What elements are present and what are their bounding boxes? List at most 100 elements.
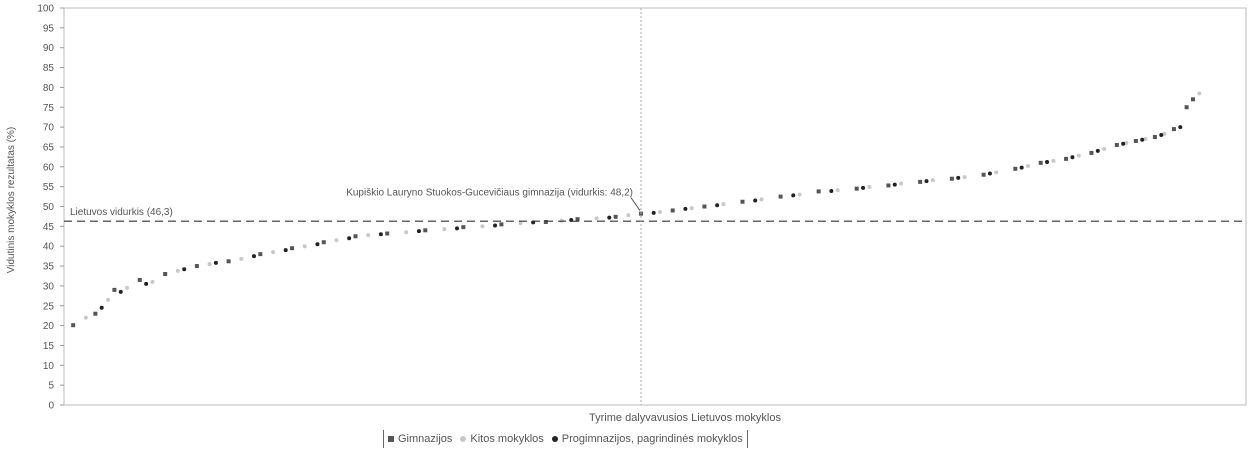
point-series-1 [797,192,802,197]
point-series-2 [1070,155,1075,160]
point-series-2 [1095,148,1100,153]
point-series-1 [759,197,764,202]
y-tick-label: 30 [43,281,55,292]
point-series-2 [924,179,929,184]
point-series-1 [518,221,523,226]
point-series-0 [918,179,923,184]
point-series-2 [455,226,460,231]
point-series-0 [816,189,821,194]
point-series-2 [118,289,123,294]
point-series-0 [71,323,76,328]
point-series-2 [1045,160,1050,165]
point-series-0 [575,217,580,222]
point-series-0 [194,264,199,269]
y-tick-label: 50 [43,202,55,213]
y-tick-label: 75 [43,103,55,114]
point-series-1 [106,297,111,302]
point-series-0 [1089,150,1094,155]
point-series-0 [385,231,390,236]
point-series-0 [423,228,428,233]
highlight-label: Kupiškio Lauryno Stuokos-Gucevičiaus gim… [346,188,633,199]
point-series-1 [334,238,339,243]
point-series-1 [994,170,999,175]
point-series-1 [404,230,409,235]
legend-label-kitos: Kitos mokyklos [470,433,544,445]
point-series-2 [1121,141,1126,146]
point-series-2 [416,229,421,234]
point-series-0 [854,186,859,191]
y-tick-label: 90 [43,43,55,54]
point-series-0 [981,172,986,177]
x-axis-label: Tyrime dalyvavusios Lietuvos mokyklos [589,412,781,424]
point-series-1 [125,285,130,290]
legend-label-gimnazijos: Gimnazijos [398,433,453,445]
legend-swatch-progimnazijos [551,436,558,442]
point-series-2 [987,171,992,176]
point-series-2 [861,185,866,190]
point-series-2 [715,203,720,208]
point-series-2 [251,254,256,259]
point-series-1 [1162,131,1167,136]
point-series-0 [112,287,117,292]
point-series-0 [1171,127,1176,132]
y-tick-label: 95 [43,23,55,34]
point-series-0 [543,219,548,224]
point-series-1 [962,175,967,180]
point-series-0 [137,277,142,282]
point-series-1 [899,181,904,186]
point-series-0 [1064,156,1069,161]
y-tick-label: 20 [43,321,55,332]
legend: Gimnazijos Kitos mokyklos Progimnazijos,… [383,430,748,448]
point-series-1 [930,178,935,183]
point-series-0 [613,214,618,219]
y-tick-label: 55 [43,182,55,193]
point-series-1 [1051,158,1056,163]
y-tick-label: 40 [43,242,55,253]
point-series-2 [956,175,961,180]
point-series-0 [499,222,504,227]
point-series-0 [258,252,263,257]
point-series-1 [83,315,88,320]
point-series-2 [1178,125,1183,130]
point-series-2 [1140,137,1145,142]
legend-item-gimnazijos: Gimnazijos [388,433,452,445]
legend-item-progimnazijos: Progimnazijos, pagrindinės mokyklos [551,433,743,445]
point-series-1 [867,185,872,190]
plot-frame [63,7,1247,406]
point-series-1 [175,268,180,273]
point-series-1 [658,210,663,215]
point-series-0 [886,183,891,188]
point-series-2 [829,189,834,194]
point-series-1 [689,206,694,211]
point-series-0 [93,311,98,316]
point-series-1 [366,233,371,238]
point-series-2 [1019,165,1024,170]
y-tick-label: 45 [43,222,55,233]
point-series-0 [1114,142,1119,147]
plot-border [63,7,1247,406]
point-series-0 [778,194,783,199]
y-tick-label: 10 [43,361,55,372]
point-series-0 [461,225,466,230]
point-series-0 [1152,135,1157,140]
point-series-2 [791,193,796,198]
y-tick-label: 60 [43,162,55,173]
point-series-2 [1159,133,1164,138]
point-series-0 [1038,160,1043,165]
point-series-1 [1102,146,1107,151]
point-series-1 [626,213,631,218]
y-axis-ticks: 0 5 10 15 20 25 30 35 40 45 50 55 60 65 70 75 80 85 90 95 10… [37,4,64,412]
point-series-1 [721,202,726,207]
point-series-1 [1197,91,1202,96]
point-series-2 [892,182,897,187]
point-series-0 [1190,97,1195,102]
point-series-1 [1124,140,1129,145]
point-series-2 [182,267,187,272]
legend-swatch-kitos [460,436,467,442]
chart-markers [71,91,1202,328]
point-series-2 [683,206,688,211]
point-series-2 [283,248,288,253]
point-series-1 [594,216,599,221]
point-series-2 [378,232,383,237]
